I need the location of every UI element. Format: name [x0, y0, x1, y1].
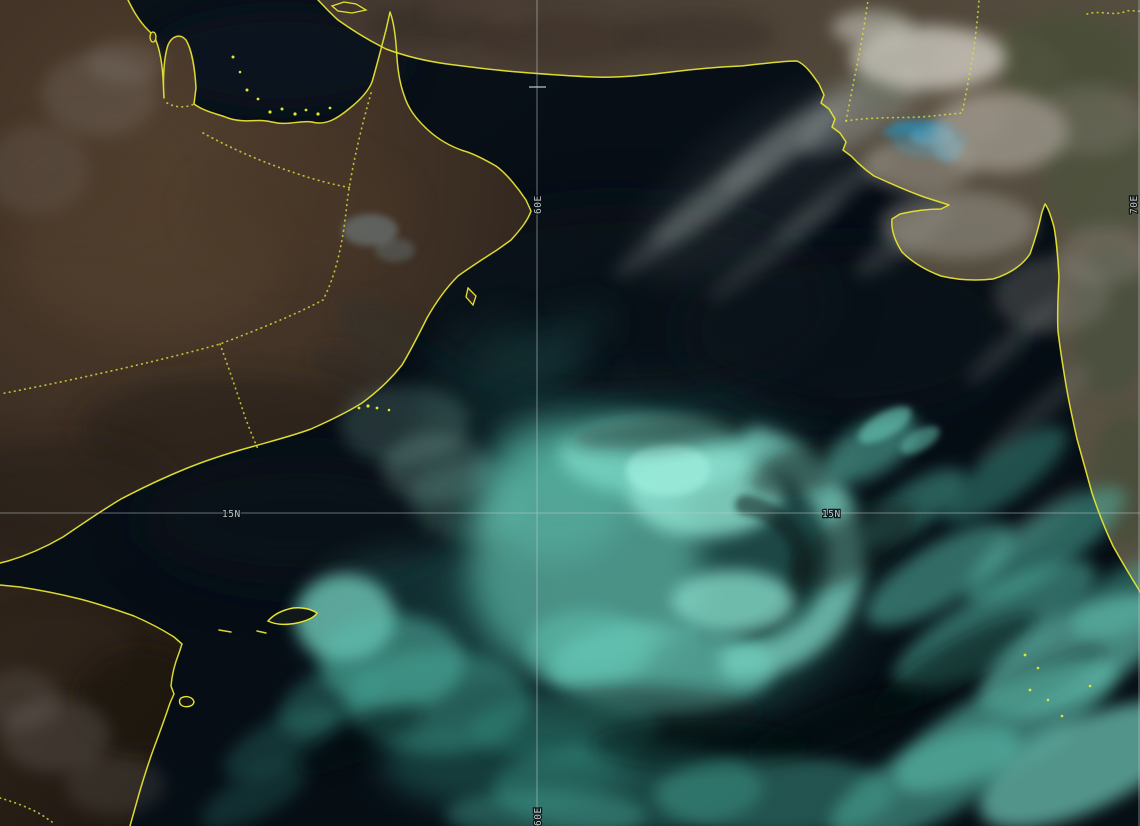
- sea-mottling: [140, 12, 1020, 585]
- border-top-right: [1086, 9, 1140, 15]
- graticule-label-60e-top: 60E: [533, 195, 544, 214]
- graticule-label-60e-bottom: 60E: [533, 807, 544, 826]
- graticule-label-15n-east: 15N: [822, 509, 841, 520]
- socotra-island: [266, 607, 319, 626]
- border-uae-oman-saudi-oman: [0, 92, 372, 395]
- graticule-label-70e-right: 70E: [1129, 195, 1140, 214]
- gray-clouds-arabia-somalia: [0, 40, 530, 815]
- coastline-arabia: [0, 0, 532, 564]
- border-oman-yemen: [219, 343, 260, 452]
- graticule-label-15n-west: 15N: [222, 509, 241, 520]
- border-qatar-saudi: [166, 102, 195, 108]
- border-somalia: [0, 797, 53, 823]
- lakshadweep-islets: [1023, 653, 1092, 718]
- border-saudi-uae: [202, 132, 353, 189]
- border-india-pakistan-north: [845, 0, 869, 122]
- white-clouds-over-india: [832, 10, 1140, 333]
- coastline-somalia: [0, 584, 183, 826]
- masirah-island: [465, 286, 477, 307]
- qeshm-island: [330, 1, 368, 14]
- persian-gulf-islets: [231, 55, 332, 116]
- bahrain-island: [149, 31, 157, 43]
- brothers-islands: [218, 629, 267, 634]
- guardafui-islet: [178, 695, 195, 708]
- outer-cyclone-bands-east: [792, 413, 1140, 826]
- hallaniyat-islets: [357, 404, 391, 412]
- coastline-iran-pakistan-india: [317, 0, 1140, 593]
- islands: [149, 1, 1092, 718]
- cloud-band-bottom: [380, 686, 925, 826]
